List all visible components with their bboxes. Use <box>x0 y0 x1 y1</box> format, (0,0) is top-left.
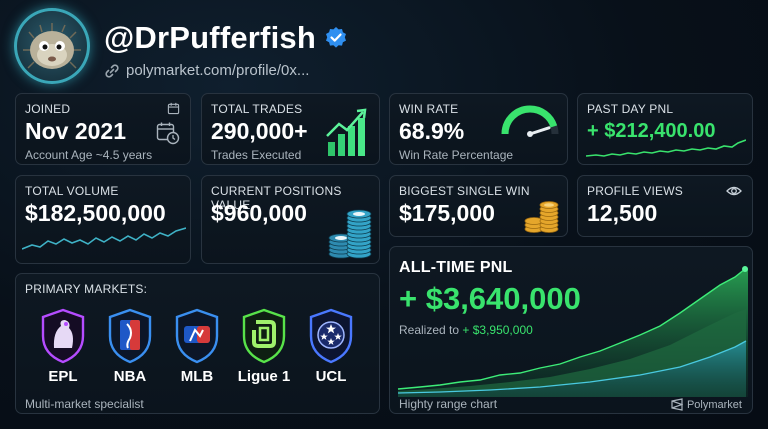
total-volume-card: TOTAL VOLUME $182,500,000 <box>15 175 191 264</box>
poker-chips-icon <box>328 209 372 259</box>
gauge-icon <box>501 105 559 137</box>
current-positions-value: $960,000 <box>211 200 307 226</box>
biggest-win-label: BIGGEST SINGLE WIN <box>399 184 530 198</box>
pufferfish-avatar[interactable] <box>14 8 90 84</box>
pufferfish-icon <box>23 23 81 69</box>
win-rate-sub: Win Rate Percentage <box>399 148 514 162</box>
joined-value: Nov 2021 <box>25 118 127 144</box>
polymarket-brand-label: Polymarket <box>686 398 742 411</box>
alltime-pnl-label: ALL-TIME PNL <box>399 259 513 276</box>
joined-sub: Account Age ~4.5 years <box>25 148 153 162</box>
link-icon <box>105 63 119 78</box>
biggest-win-value: $175,000 <box>399 200 495 226</box>
realized-row: Realized to + $3,950,000 <box>399 323 533 337</box>
epl-shield-icon <box>41 308 85 364</box>
volume-sparkline <box>22 227 186 250</box>
polymarket-logo-icon <box>671 398 683 411</box>
alltime-pnl-value: + $3,640,000 <box>399 281 581 316</box>
mlb-shield-icon <box>175 308 219 364</box>
coin-stack-icon <box>524 201 559 233</box>
market-nba[interactable]: NBA <box>103 308 157 385</box>
alltime-footer: Highty range chart <box>399 397 498 411</box>
market-ligue1[interactable]: Ligue 1 <box>237 308 291 385</box>
total-trades-label: TOTAL TRADES <box>211 102 303 116</box>
market-mlb-label: MLB <box>180 368 214 385</box>
biggest-win-card: BIGGEST SINGLE WIN $175,000 <box>389 175 568 237</box>
handle-row: @DrPufferfish <box>104 20 348 56</box>
past-day-pnl-value: + $212,400.00 <box>587 120 716 142</box>
win-rate-label: WIN RATE <box>399 102 459 116</box>
profile-header: @DrPufferfish polymarket.com/profile/0x.… <box>14 6 754 84</box>
market-nba-label: NBA <box>113 368 147 385</box>
total-trades-card: TOTAL TRADES 290,000+ Trades Executed <box>201 93 380 165</box>
primary-markets-footer: Multi-market specialist <box>25 397 144 411</box>
profile-views-label: PROFILE VIEWS <box>587 184 683 198</box>
market-ucl[interactable]: UCL <box>304 308 358 385</box>
joined-label: JOINED <box>25 102 71 116</box>
realized-prefix: Realized to <box>399 323 460 337</box>
ucl-shield-icon <box>309 308 353 364</box>
market-ucl-label: UCL <box>315 368 347 385</box>
calendar-icon <box>167 102 180 115</box>
profile-views-card: PROFILE VIEWS 12,500 <box>577 175 753 237</box>
verified-badge-icon <box>325 27 346 48</box>
current-positions-card: CURRENT POSITIONS VALUE $960,000 <box>201 175 380 264</box>
total-trades-value: 290,000+ <box>211 118 308 144</box>
total-volume-label: TOTAL VOLUME <box>25 184 119 198</box>
nba-shield-icon <box>108 308 152 364</box>
calendar-clock-icon <box>156 122 180 145</box>
profile-link[interactable]: polymarket.com/profile/0x... <box>104 62 309 79</box>
profile-views-value: 12,500 <box>587 200 658 226</box>
eye-icon <box>726 186 742 196</box>
profile-link-text: polymarket.com/profile/0x... <box>126 62 310 79</box>
past-day-pnl-card: PAST DAY PNL + $212,400.00 <box>577 93 753 165</box>
joined-card: JOINED Nov 2021 Account Age ~4.5 years <box>15 93 191 165</box>
polymarket-brand: Polymarket <box>671 398 742 411</box>
win-rate-value: 68.9% <box>399 118 465 144</box>
ligue1-shield-icon <box>242 308 286 364</box>
total-volume-value: $182,500,000 <box>25 200 166 226</box>
market-epl-label: EPL <box>48 368 78 385</box>
primary-markets-card: PRIMARY MARKETS: EPL NBA MLB <box>15 273 380 414</box>
alltime-pnl-card: ALL-TIME PNL + $3,640,000 Realized to + … <box>389 246 753 414</box>
total-trades-sub: Trades Executed <box>211 148 302 162</box>
market-epl[interactable]: EPL <box>36 308 90 385</box>
past-day-pnl-label: PAST DAY PNL <box>587 102 674 116</box>
realized-value: + $3,950,000 <box>462 323 533 337</box>
win-rate-card: WIN RATE 68.9% Win Rate Percentage <box>389 93 568 165</box>
past-day-sparkline <box>586 139 746 157</box>
profile-handle: @DrPufferfish <box>104 20 316 55</box>
alltime-pnl-chart <box>397 266 748 397</box>
primary-markets-label: PRIMARY MARKETS: <box>25 282 148 296</box>
gauge-fill <box>501 105 559 135</box>
bar-growth-icon <box>326 108 367 156</box>
gauge-needle <box>528 126 551 136</box>
market-mlb[interactable]: MLB <box>170 308 224 385</box>
current-positions-label: CURRENT POSITIONS VALUE <box>211 184 342 212</box>
market-ligue1-label: Ligue 1 <box>237 368 291 385</box>
